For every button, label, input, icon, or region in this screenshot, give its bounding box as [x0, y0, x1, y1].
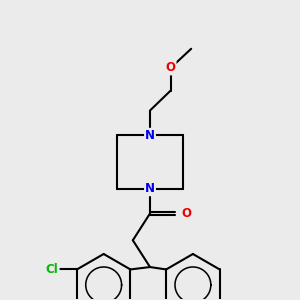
- Text: O: O: [166, 61, 176, 74]
- Text: N: N: [145, 129, 155, 142]
- Text: Cl: Cl: [46, 263, 58, 276]
- Text: N: N: [145, 182, 155, 195]
- Text: O: O: [181, 207, 191, 220]
